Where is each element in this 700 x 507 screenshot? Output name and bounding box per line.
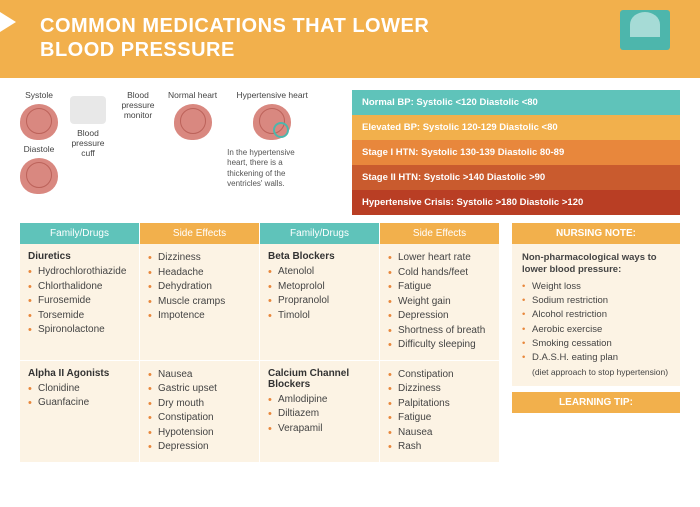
list-item: Diltiazem (268, 407, 371, 422)
hyp-heart-icon (253, 104, 291, 140)
table-cell: Calcium Channel Blockers AmlodipineDiltia… (260, 361, 380, 463)
list-item: Metoprolol (268, 280, 371, 295)
bp-monitor-icon (70, 96, 106, 124)
top-section: Systole Diastole Blood pressure cuff Blo… (0, 78, 700, 223)
doctors-icon (620, 10, 670, 50)
list-item: Atenolol (268, 265, 371, 280)
systole-heart-icon (20, 104, 58, 140)
stage-htn1: Stage I HTN: Systolic 130-139 Diastolic … (352, 140, 680, 165)
table-cell: Lower heart rateCold hands/feetFatigueWe… (380, 244, 500, 361)
list-item: Nausea (388, 426, 491, 441)
stage-htn2: Stage II HTN: Systolic >140 Diastolic >9… (352, 165, 680, 190)
list-item: Sodium restriction (522, 294, 670, 308)
normal-heart-label: Normal heart (168, 90, 217, 100)
list-item: Verapamil (268, 422, 371, 437)
th-family-1: Family/Drugs (20, 223, 140, 244)
th-effects-1: Side Effects (140, 223, 260, 244)
list-item: Shortness of breath (388, 324, 491, 339)
list-item: Palpitations (388, 397, 491, 412)
main-grid: Family/Drugs Side Effects Family/Drugs S… (0, 223, 700, 463)
normal-heart-icon (174, 104, 212, 140)
list-item: Rash (388, 440, 491, 455)
table-body: Diuretics HydrochlorothiazideChlorthalido… (20, 244, 500, 463)
thickening-circle-icon (273, 122, 289, 138)
list-item: Muscle cramps (148, 295, 251, 310)
table-cell: DizzinessHeadacheDehydrationMuscle cramp… (140, 244, 260, 361)
list-item: Depression (388, 309, 491, 324)
list-item: Weight loss (522, 280, 670, 294)
list-item: Dry mouth (148, 397, 251, 412)
table-header-row: Family/Drugs Side Effects Family/Drugs S… (20, 223, 500, 244)
list-item: Smoking cessation (522, 337, 670, 351)
learning-tip-header: LEARNING TIP: (512, 392, 680, 413)
list-item: Fatigue (388, 411, 491, 426)
stage-normal: Normal BP: Systolic <120 Diastolic <80 (352, 90, 680, 115)
list-item: Dizziness (148, 251, 251, 266)
stage-elevated: Elevated BP: Systolic 120-129 Diastolic … (352, 115, 680, 140)
heart-diagram-area: Systole Diastole Blood pressure cuff Blo… (20, 90, 340, 215)
list-item: Spironolactone (28, 323, 131, 338)
list-item: Dehydration (148, 280, 251, 295)
drug-family: Alpha II Agonists (28, 368, 131, 379)
list-item: Headache (148, 266, 251, 281)
cuff-label: Blood pressure cuff (68, 128, 108, 158)
list-item: Aerobic exercise (522, 323, 670, 337)
nursing-note-header: NURSING NOTE: (512, 223, 680, 244)
list-item: Torsemide (28, 309, 131, 324)
nursing-list: Weight lossSodium restrictionAlcohol res… (522, 280, 670, 366)
th-effects-2: Side Effects (380, 223, 500, 244)
table-cell: Alpha II Agonists ClonidineGuanfacine (20, 361, 140, 463)
diastole-label: Diastole (24, 144, 55, 154)
list-item: Fatigue (388, 280, 491, 295)
list-item: Lower heart rate (388, 251, 491, 266)
stage-crisis: Hypertensive Crisis: Systolic >180 Diast… (352, 190, 680, 215)
list-item: Guanfacine (28, 396, 131, 411)
hyp-caption: In the hypertensive heart, there is a th… (227, 148, 317, 190)
list-item: Difficulty sleeping (388, 338, 491, 353)
page-title: COMMON MEDICATIONS THAT LOWER BLOOD PRES… (40, 14, 680, 62)
drug-family: Calcium Channel Blockers (268, 368, 371, 390)
list-item: Clonidine (28, 382, 131, 397)
monitor-label: Blood pressure monitor (118, 90, 158, 120)
drug-family: Diuretics (28, 251, 131, 262)
list-item: Hydrochlorothiazide (28, 265, 131, 280)
nursing-lead: Non-pharmacological ways to lower blood … (522, 252, 670, 276)
hyp-heart-label: Hypertensive heart (236, 90, 307, 100)
th-family-2: Family/Drugs (260, 223, 380, 244)
list-item: Timolol (268, 309, 371, 324)
list-item: Gastric upset (148, 382, 251, 397)
bp-stages-panel: Normal BP: Systolic <120 Diastolic <80 E… (352, 90, 680, 215)
list-item: Propranolol (268, 294, 371, 309)
list-item: Nausea (148, 368, 251, 383)
drug-family: Beta Blockers (268, 251, 371, 262)
list-item: Depression (148, 440, 251, 455)
page-header: COMMON MEDICATIONS THAT LOWER BLOOD PRES… (0, 0, 700, 78)
list-item: Weight gain (388, 295, 491, 310)
list-item: Alcohol restriction (522, 308, 670, 322)
list-item: Dizziness (388, 382, 491, 397)
nursing-note-body: Non-pharmacological ways to lower blood … (512, 244, 680, 386)
table-cell: NauseaGastric upsetDry mouthConstipation… (140, 361, 260, 463)
list-item: D.A.S.H. eating plan (522, 351, 670, 365)
systole-label: Systole (25, 90, 53, 100)
list-item: Chlorthalidone (28, 280, 131, 295)
sidebar: NURSING NOTE: Non-pharmacological ways t… (512, 223, 680, 463)
table-cell: Beta Blockers AtenololMetoprololPropranol… (260, 244, 380, 361)
list-item: Constipation (388, 368, 491, 383)
list-item: Furosemide (28, 294, 131, 309)
table-cell: Diuretics HydrochlorothiazideChlorthalido… (20, 244, 140, 361)
diastole-heart-icon (20, 158, 58, 194)
list-item: Amlodipine (268, 393, 371, 408)
list-item: Cold hands/feet (388, 266, 491, 281)
drug-table: Family/Drugs Side Effects Family/Drugs S… (20, 223, 500, 463)
list-item: Hypotension (148, 426, 251, 441)
list-item: Impotence (148, 309, 251, 324)
table-cell: ConstipationDizzinessPalpitationsFatigue… (380, 361, 500, 463)
nursing-sub: (diet approach to stop hypertension) (522, 367, 670, 378)
list-item: Constipation (148, 411, 251, 426)
